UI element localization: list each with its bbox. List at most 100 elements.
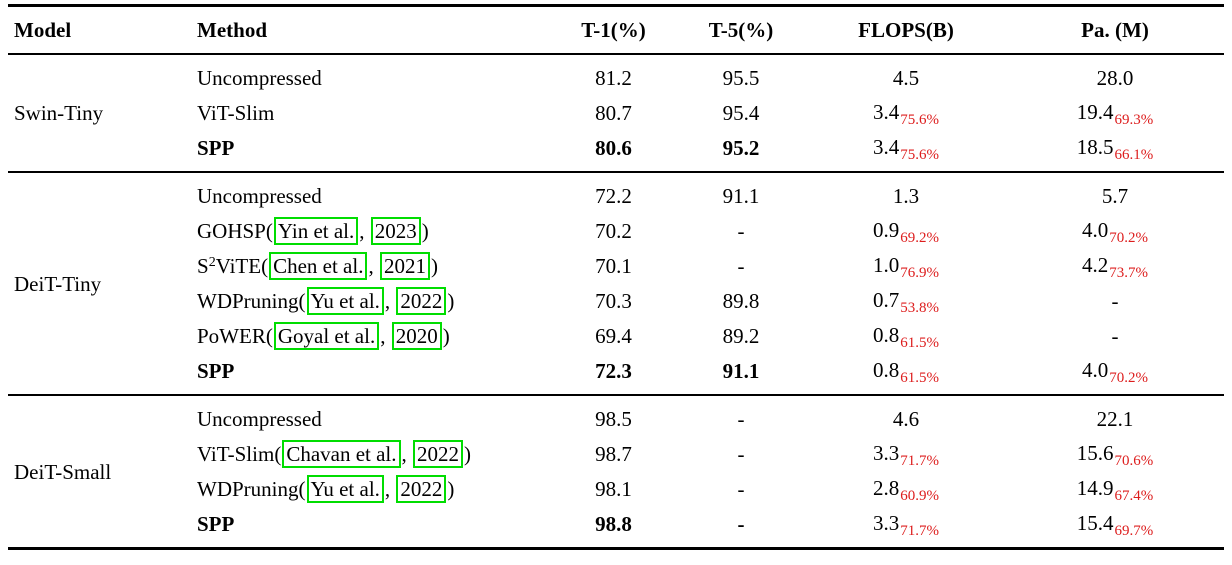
column-header-pa: Pa. (M) [1006,5,1224,55]
table-row: SPP 72.3 91.1 0.861.5% 4.070.2% [8,353,1224,395]
table-row: Swin-Tiny Uncompressed 81.2 95.5 4.5 28.0 [8,54,1224,125]
pa-reduction-subscript: 70.6% [1114,453,1154,469]
citation-link[interactable]: 2022 [396,474,447,503]
t1-value: 98.5 [595,407,632,431]
method-text: ) [447,476,455,501]
t1-value: 98.7 [595,441,632,466]
citation-link[interactable]: 2021 [379,251,430,280]
t1-value: 70.1 [595,253,632,278]
citation-link[interactable]: Yin et al. [273,216,359,245]
cell-method: SPP [191,130,551,172]
table-row: GOHSP(Yin et al., 2023) 70.2-0.969.2% 4.07… [8,213,1224,248]
cell-method: GOHSP(Yin et al., 2023) [191,213,551,248]
cell-flops: 0.969.2% [806,213,1006,248]
t1-value: 70.2 [595,218,632,243]
t1-value: 81.2 [595,66,632,90]
cell-pa: 4.273.7% [1006,248,1224,283]
flops-value: 4.6 [892,407,920,431]
pa-value: 18.5 [1076,135,1114,159]
column-header-t5: T-5(%) [676,5,806,55]
column-header-flops: FLOPS(B) [806,5,1006,55]
table-row: S2ViTE(Chen et al., 2021) 70.1-1.076.9% 4.… [8,248,1224,283]
pa-value: 15.4 [1076,511,1114,535]
flops-value: 0.8 [873,323,900,347]
cell-t1: 70.1 [551,248,676,283]
cell-method: Uncompressed [191,395,551,436]
cell-flops: 1.076.9% [806,248,1006,283]
flops-reduction-subscript: 60.9% [900,488,939,504]
cell-method: WDPruning(Yu et al., 2022) [191,283,551,318]
citation-link[interactable]: Yu et al. [306,286,384,315]
cell-t5: 95.4 [676,95,806,130]
method-text: S [197,253,209,278]
cell-pa: 22.1 [1006,395,1224,436]
model-group: DeiT-Tiny Uncompressed 72.2 91.1 1.3 5.7 GOHSP… [8,172,1224,395]
method-text: SPP [197,358,235,383]
t1-value: 98.8 [595,511,632,536]
method-text: , [401,441,413,466]
flops-value: 0.9 [873,218,900,242]
pa-value: 28.0 [1096,66,1134,90]
cell-t5: - [676,506,806,549]
flops-reduction-subscript: 61.5% [900,370,939,386]
method-text: ViTE( [215,253,269,278]
flops-value: 0.8 [873,358,900,382]
table-row: WDPruning(Yu et al., 2022) 70.3 89.8 0.753.… [8,283,1224,318]
cell-flops: 0.861.5% [806,353,1006,395]
method-text: , [384,288,396,313]
cell-t5: 95.2 [676,130,806,172]
t5-value: 95.2 [722,135,760,160]
table-row: SPP 98.8-3.371.7% 15.469.7% [8,506,1224,549]
cell-pa: 5.7 [1006,172,1224,213]
citation-link[interactable]: 2022 [413,439,464,468]
t1-value: 69.4 [595,323,632,348]
method-text: Uncompressed [197,66,322,90]
t5-value: 95.4 [722,100,760,125]
cell-t1: 98.1 [551,471,676,506]
cell-flops: 0.861.5% [806,318,1006,353]
cell-flops: 0.753.8% [806,283,1006,318]
citation-link[interactable]: 2023 [370,216,421,245]
pa-value: 14.9 [1076,476,1114,500]
method-text: Uncompressed [197,184,322,208]
t1-value: 98.1 [595,476,632,501]
cell-method: ViT-Slim [191,95,551,130]
cell-t1: 72.3 [551,353,676,395]
flops-value: 1.0 [873,253,900,277]
cell-pa: 19.469.3% [1006,95,1224,130]
method-text: ) [421,218,429,243]
cell-t1: 80.7 [551,95,676,130]
citation-link[interactable]: Chen et al. [269,251,368,280]
cell-method: SPP [191,506,551,549]
cell-pa: 4.070.2% [1006,353,1224,395]
flops-reduction-subscript: 69.2% [900,230,939,246]
cell-pa: 15.469.7% [1006,506,1224,549]
citation-link[interactable]: Yu et al. [306,474,384,503]
method-text: ) [447,288,455,313]
pa-value: - [1111,288,1119,313]
model-name: DeiT-Small [14,459,112,484]
model-name: Swin-Tiny [14,101,104,125]
method-superscript: 2 [208,254,216,270]
cell-t5: - [676,248,806,283]
citation-link[interactable]: 2022 [396,286,447,315]
t5-value: 89.2 [722,323,760,348]
cell-t1: 80.6 [551,130,676,172]
cell-method: Uncompressed [191,54,551,95]
method-text: , [368,253,379,278]
flops-value: 3.3 [873,511,900,535]
citation-link[interactable]: 2020 [391,321,442,350]
flops-value: 4.5 [892,66,920,90]
method-text: Uncompressed [197,407,322,431]
cell-t5: - [676,471,806,506]
pa-value: 4.0 [1082,358,1109,382]
cell-t1: 81.2 [551,54,676,95]
pa-reduction-subscript: 73.7% [1109,265,1148,281]
cell-t5: 89.2 [676,318,806,353]
citation-link[interactable]: Goyal et al. [273,321,380,350]
citation-link[interactable]: Chavan et al. [282,439,401,468]
cell-t5: - [676,436,806,471]
cell-flops: 3.475.6% [806,130,1006,172]
table-row: ViT-Slim 80.7 95.4 3.475.6% 19.469.3% [8,95,1224,130]
cell-flops: 4.6 [806,395,1006,436]
